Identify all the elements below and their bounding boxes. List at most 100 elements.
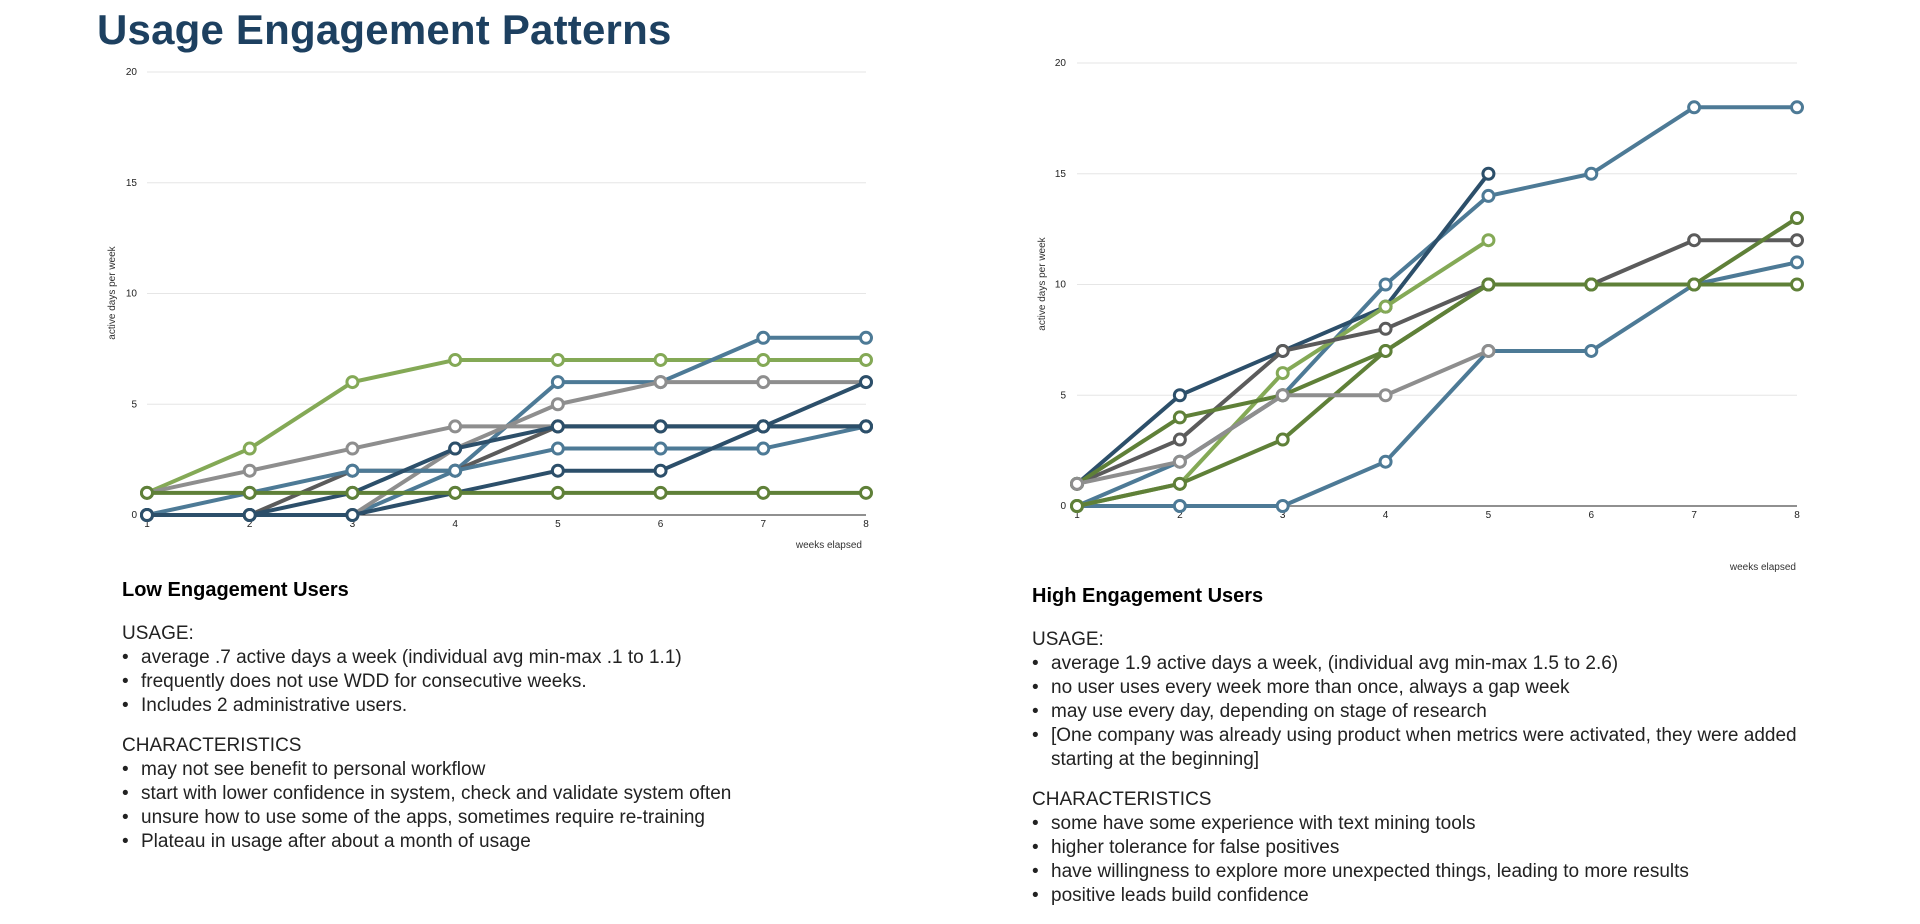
low-x-tick-label: 6 — [658, 519, 664, 530]
low-data-point — [653, 352, 668, 367]
list-item: [One company was already using product w… — [1032, 724, 1832, 772]
high-engagement-panel: High Engagement Users USAGE: average 1.9… — [1032, 584, 1832, 924]
high-data-point — [1172, 410, 1187, 425]
high-data-point — [1275, 388, 1290, 403]
low-data-point — [345, 508, 360, 522]
low-data-point — [242, 508, 257, 522]
low-data-point — [756, 330, 771, 345]
page-title: Usage Engagement Patterns — [97, 6, 672, 53]
low-data-point — [653, 485, 668, 500]
list-item: have willingness to explore more unexpec… — [1032, 860, 1832, 884]
low-x-tick-label: 5 — [555, 519, 561, 530]
high-data-point — [1378, 388, 1393, 403]
high-engagement-chart: 0 5 10 15 20 1 2 3 4 5 6 7 8 weeks elapsed active days… — [1037, 58, 1804, 573]
high-data-point — [1481, 343, 1496, 358]
low-data-point — [448, 419, 463, 434]
low-characteristics-list: may not see benefit to personal workflow… — [122, 758, 882, 854]
list-item: may not see benefit to personal workflow — [122, 758, 882, 782]
high-data-point — [1481, 277, 1496, 292]
high-y-tick-label: 0 — [1060, 501, 1066, 512]
low-data-point — [859, 485, 873, 500]
low-data-point — [550, 375, 565, 390]
low-series-line-7 — [145, 380, 868, 517]
low-data-point — [653, 441, 668, 456]
high-data-point — [1790, 277, 1804, 292]
high-data-point — [1172, 476, 1187, 491]
high-y-tick-label: 5 — [1060, 390, 1066, 401]
low-data-point — [345, 441, 360, 456]
low-data-point — [859, 375, 873, 390]
list-item: frequently does not use WDD for consecut… — [122, 670, 882, 694]
high-data-point — [1172, 432, 1187, 447]
high-series-line-7 — [1075, 282, 1799, 508]
low-data-point — [756, 485, 771, 500]
low-data-point — [756, 375, 771, 390]
low-data-point — [550, 352, 565, 367]
low-data-point — [859, 330, 873, 345]
high-x-tick-label: 1 — [1074, 510, 1080, 521]
high-data-point — [1275, 499, 1290, 513]
list-item: no user uses every week more than once, … — [1032, 676, 1832, 700]
low-y-axis-title: active days per week — [107, 245, 118, 339]
list-item: start with lower confidence in system, c… — [122, 782, 882, 806]
high-x-tick-label: 6 — [1589, 510, 1595, 521]
low-data-point — [653, 463, 668, 478]
low-data-point — [550, 419, 565, 434]
high-data-point — [1172, 388, 1187, 403]
low-x-tick-label: 1 — [144, 519, 150, 530]
low-data-point — [345, 463, 360, 478]
list-item: some have some experience with text mini… — [1032, 812, 1832, 836]
high-data-point — [1481, 188, 1496, 203]
low-data-point — [756, 352, 771, 367]
low-series-line-1 — [145, 357, 868, 495]
list-item: higher tolerance for false positives — [1032, 836, 1832, 860]
high-data-point — [1790, 100, 1804, 115]
low-data-point — [550, 463, 565, 478]
high-characteristics-label: CHARACTERISTICS — [1032, 789, 1212, 810]
high-data-point — [1687, 100, 1702, 115]
low-characteristics-label: CHARACTERISTICS — [122, 735, 302, 756]
list-item: Plateau in usage after about a month of … — [122, 830, 882, 854]
low-data-point — [756, 441, 771, 456]
high-data-point — [1275, 432, 1290, 447]
high-data-point — [1070, 476, 1084, 491]
low-series-line-6 — [145, 424, 868, 517]
list-item: average 1.9 active days a week, (individ… — [1032, 652, 1832, 676]
low-data-point — [448, 441, 463, 456]
low-data-point — [859, 419, 873, 434]
high-series-line-5 — [1075, 238, 1799, 486]
low-y-tick-label: 5 — [131, 399, 137, 410]
high-data-point — [1172, 454, 1187, 469]
low-usage-label: USAGE: — [122, 623, 194, 644]
high-data-point — [1481, 233, 1496, 248]
high-y-tick-label: 20 — [1055, 58, 1067, 69]
high-data-point — [1584, 166, 1599, 181]
low-data-point — [242, 441, 257, 456]
low-data-point — [859, 352, 873, 367]
low-y-tick-label: 15 — [126, 178, 138, 189]
high-x-tick-label: 4 — [1383, 510, 1389, 521]
list-item: Includes 2 administrative users. — [122, 694, 882, 718]
high-x-tick-label: 3 — [1280, 510, 1286, 521]
low-data-point — [345, 485, 360, 500]
high-x-tick-label: 5 — [1486, 510, 1492, 521]
high-data-point — [1378, 277, 1393, 292]
list-item: may use every day, depending on stage of… — [1032, 700, 1832, 724]
low-y-tick-label: 20 — [126, 67, 138, 78]
high-data-point — [1070, 499, 1084, 513]
low-data-point — [242, 485, 257, 500]
high-usage-label: USAGE: — [1032, 629, 1104, 650]
low-data-point — [550, 485, 565, 500]
low-data-point — [448, 352, 463, 367]
high-data-point — [1378, 299, 1393, 314]
high-data-point — [1790, 211, 1804, 226]
low-data-point — [550, 397, 565, 412]
low-data-point — [756, 419, 771, 434]
low-data-point — [448, 485, 463, 500]
low-data-point — [345, 375, 360, 390]
low-series-line-8 — [145, 424, 868, 517]
high-data-point — [1584, 277, 1599, 292]
low-data-point — [550, 441, 565, 456]
low-data-point — [242, 463, 257, 478]
